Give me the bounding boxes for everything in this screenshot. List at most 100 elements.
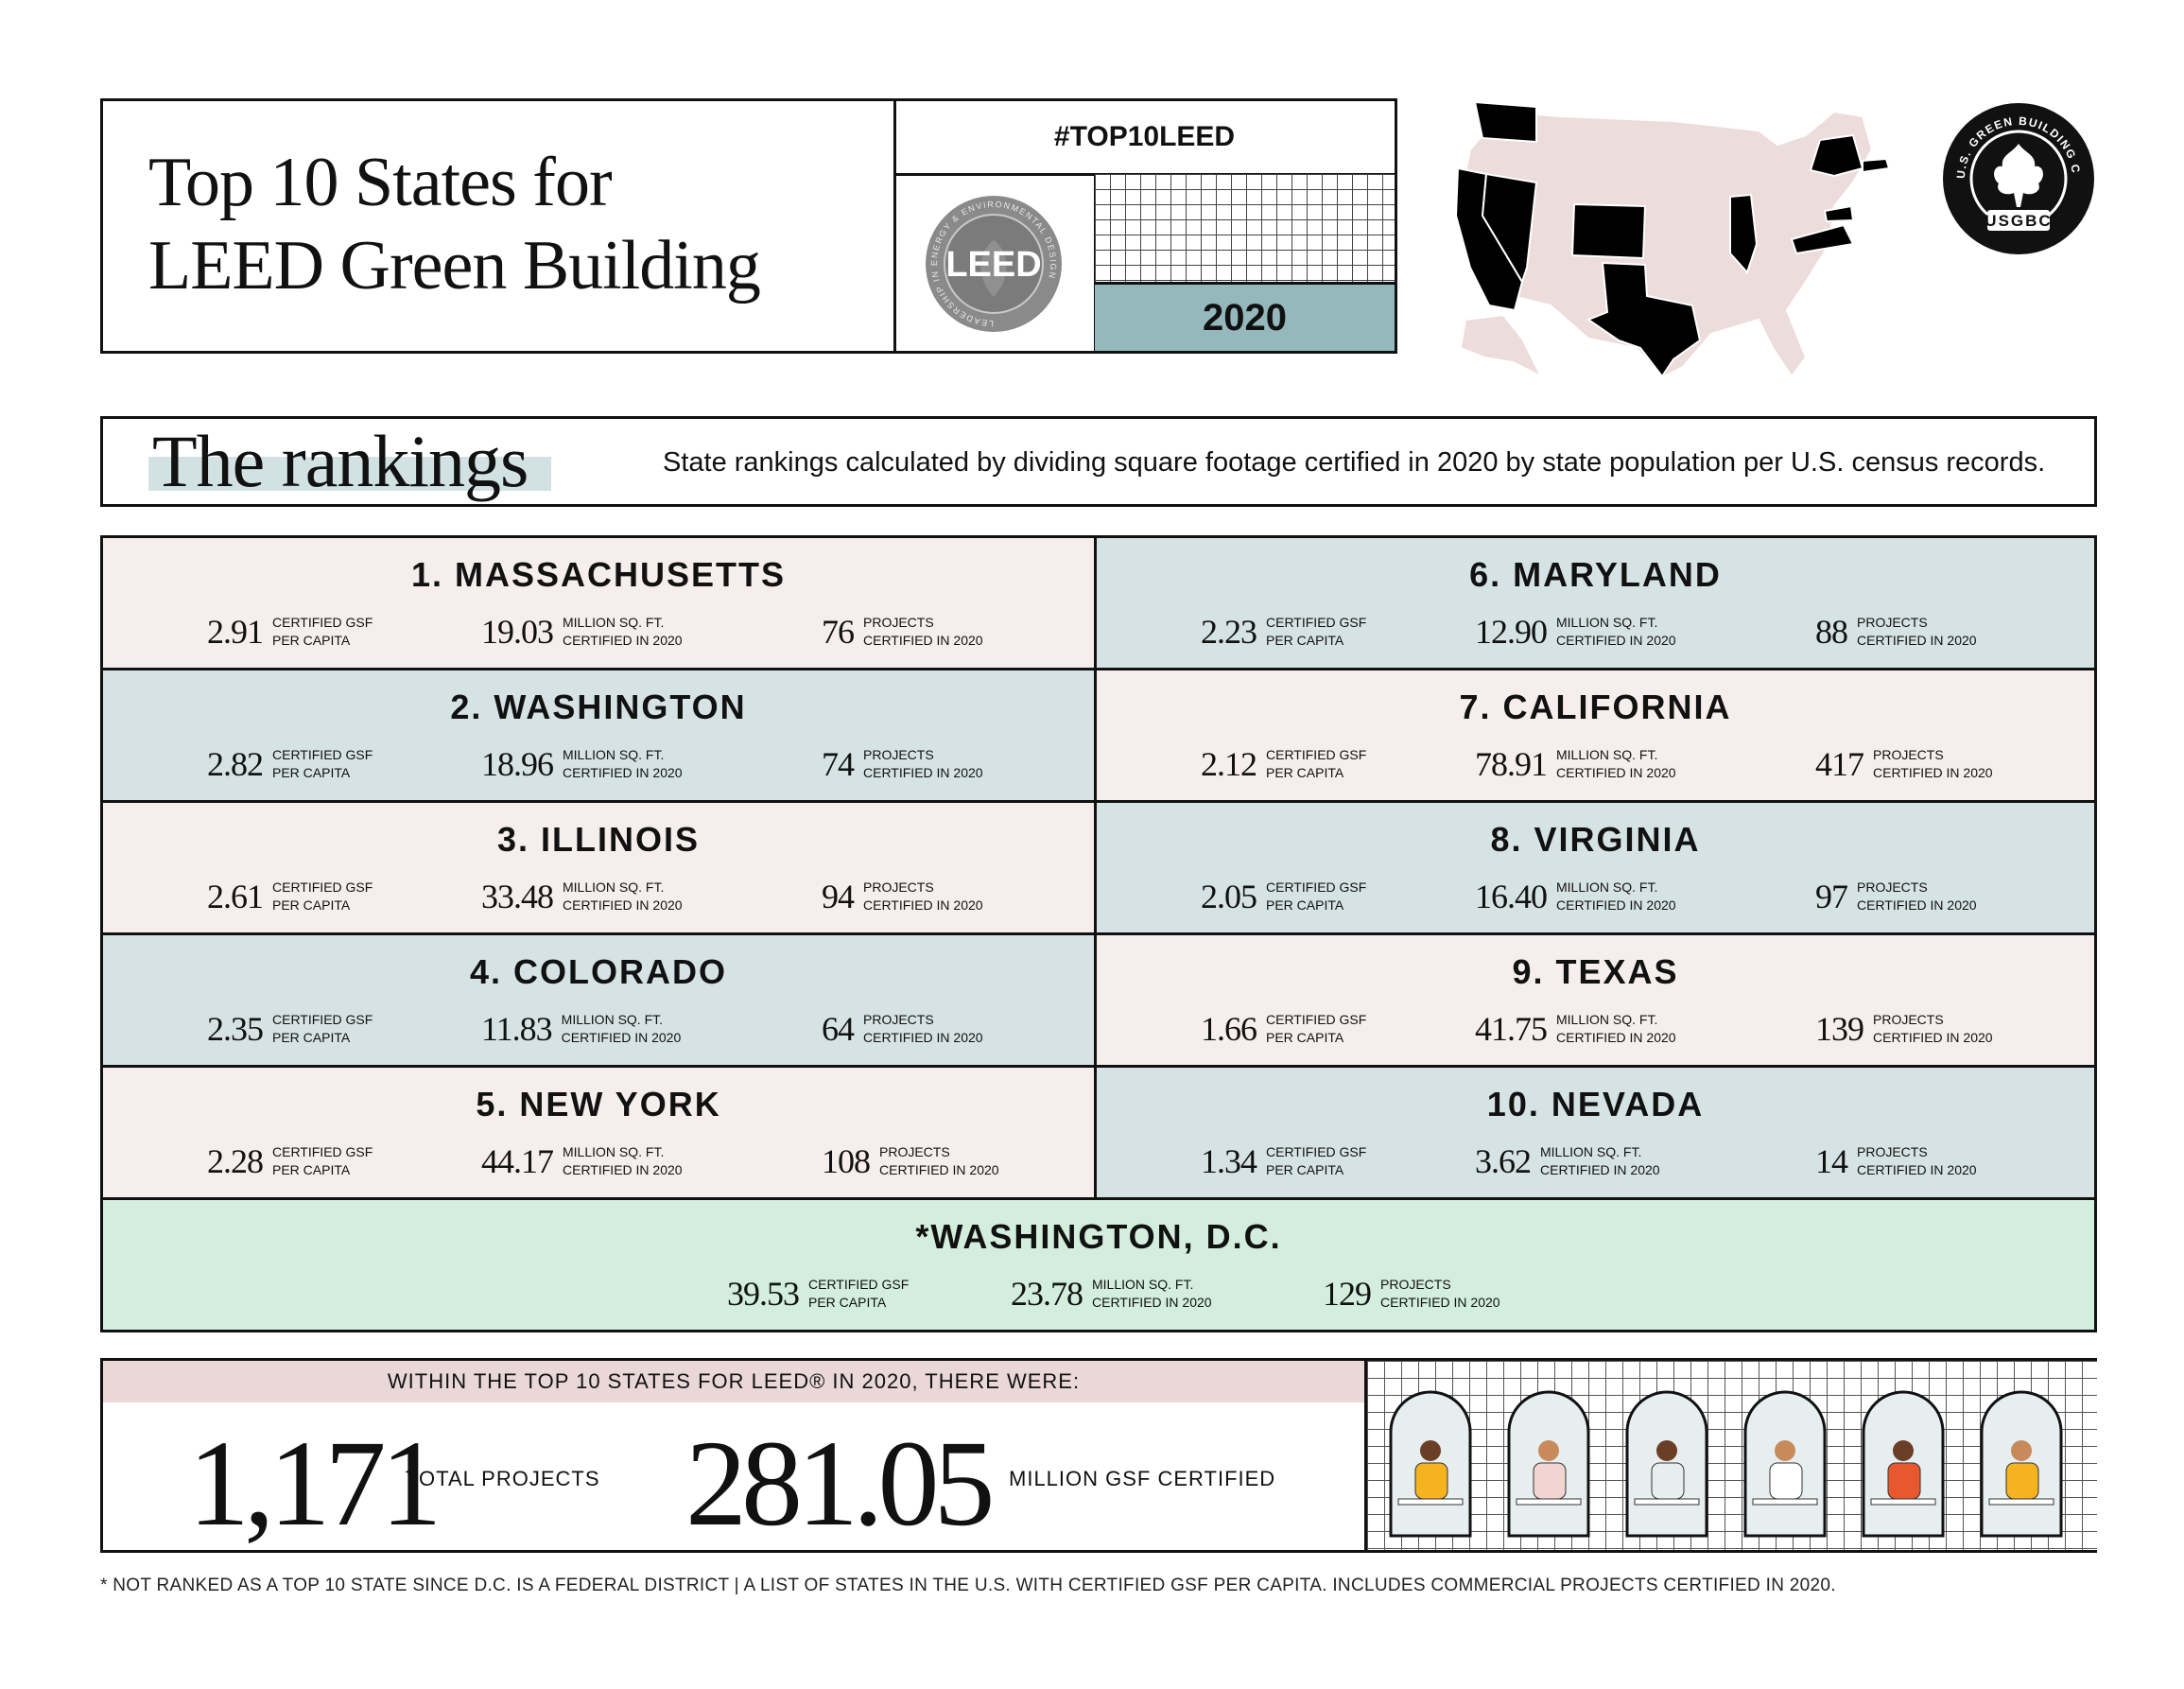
map-nevada bbox=[1481, 172, 1538, 285]
projects-count-value: 74 bbox=[822, 745, 855, 783]
million-sqft-label: MILLION SQ. FT. CERTIFIED IN 2020 bbox=[1556, 747, 1676, 780]
state-name: 8. VIRGINIA bbox=[1490, 820, 1701, 859]
ranking-cell: 1. MASSACHUSETTS 2.91 CERTIFIED GSF PER CAP… bbox=[100, 535, 1097, 670]
million-sqft-value: 33.48 bbox=[481, 878, 554, 915]
person-head bbox=[2011, 1440, 2032, 1461]
gsf-per-capita-stat: 39.53 CERTIFIED GSF PER CAPITA bbox=[727, 1274, 909, 1314]
gsf-per-capita-value: 2.23 bbox=[1201, 613, 1257, 651]
million-sqft-label: MILLION SQ. FT. CERTIFIED IN 2020 bbox=[563, 1144, 683, 1177]
million-sqft-stat: 23.78 MILLION SQ. FT. CERTIFIED IN 2020 bbox=[1011, 1274, 1212, 1314]
gsf-per-capita-value: 2.05 bbox=[1201, 878, 1257, 915]
gsf-per-capita-stat: 2.35 CERTIFIED GSF PER CAPITA bbox=[207, 1009, 373, 1049]
state-name: 5. NEW YORK bbox=[476, 1085, 721, 1123]
projects-count-stat: 129 PROJECTS CERTIFIED IN 2020 bbox=[1323, 1274, 1500, 1314]
projects-count-label: PROJECTS CERTIFIED IN 2020 bbox=[1857, 615, 1977, 648]
million-sqft-value: 18.96 bbox=[481, 745, 554, 783]
projects-count-value: 129 bbox=[1323, 1275, 1372, 1313]
projects-count-stat: 417 PROJECTS CERTIFIED IN 2020 bbox=[1815, 744, 1993, 784]
gsf-per-capita-label: CERTIFIED GSF PER CAPITA bbox=[1266, 747, 1367, 780]
person-head bbox=[1656, 1440, 1677, 1461]
million-sqft-value: 78.91 bbox=[1475, 745, 1548, 783]
million-sqft-label: MILLION SQ. FT. CERTIFIED IN 2020 bbox=[1540, 1144, 1660, 1177]
projects-count-value: 97 bbox=[1815, 878, 1848, 915]
million-sqft-value: 23.78 bbox=[1011, 1275, 1083, 1313]
state-name: *WASHINGTON, D.C. bbox=[915, 1217, 1282, 1256]
projects-count-stat: 94 PROJECTS CERTIFIED IN 2020 bbox=[822, 877, 983, 916]
desk bbox=[1752, 1498, 1818, 1506]
map-texas bbox=[1586, 261, 1702, 378]
projects-count-stat: 64 PROJECTS CERTIFIED IN 2020 bbox=[822, 1009, 983, 1049]
rankings-title: The rankings bbox=[152, 420, 529, 502]
projects-count-stat: 88 PROJECTS CERTIFIED IN 2020 bbox=[1815, 612, 1977, 652]
ranking-cell: 9. TEXAS 1.66 CERTIFIED GSF PER CAPITA 41.75… bbox=[1094, 932, 2097, 1068]
gsf-per-capita-value: 1.66 bbox=[1201, 1010, 1257, 1048]
gsf-per-capita-value: 1.34 bbox=[1201, 1142, 1257, 1180]
arches-illustration bbox=[1389, 1390, 2063, 1538]
projects-count-value: 76 bbox=[822, 613, 855, 651]
million-sqft-stat: 16.40 MILLION SQ. FT. CERTIFIED IN 2020 bbox=[1475, 877, 1676, 916]
gsf-per-capita-value: 2.35 bbox=[207, 1010, 264, 1048]
gsf-per-capita-value: 2.61 bbox=[207, 878, 264, 915]
ranking-cell: 3. ILLINOIS 2.61 CERTIFIED GSF PER CAPITA 33… bbox=[100, 800, 1097, 935]
rankings-title-highlight bbox=[148, 457, 551, 491]
map-maryland bbox=[1823, 204, 1855, 223]
gsf-per-capita-stat: 2.12 CERTIFIED GSF PER CAPITA bbox=[1201, 744, 1366, 784]
projects-count-label: PROJECTS CERTIFIED IN 2020 bbox=[1873, 747, 1993, 780]
gsf-per-capita-value: 2.12 bbox=[1201, 745, 1257, 783]
oak-leaf-icon bbox=[1994, 144, 2043, 207]
total-projects-label: TOTAL PROJECTS bbox=[406, 1467, 600, 1490]
footnote: * NOT RANKED AS A TOP 10 STATE SINCE D.C… bbox=[100, 1576, 1836, 1595]
rankings-header: The rankings State rankings calculated b… bbox=[100, 416, 2097, 507]
million-sqft-value: 19.03 bbox=[481, 613, 554, 651]
gsf-per-capita-stat: 2.05 CERTIFIED GSF PER CAPITA bbox=[1201, 877, 1366, 916]
gsf-per-capita-stat: 2.91 CERTIFIED GSF PER CAPITA bbox=[207, 612, 373, 652]
map-washington bbox=[1473, 100, 1537, 144]
ranking-cell: 5. NEW YORK 2.28 CERTIFIED GSF PER CAPITA 44… bbox=[100, 1065, 1097, 1200]
leed-logo-text: LEED bbox=[945, 245, 1041, 285]
gsf-per-capita-stat: 1.66 CERTIFIED GSF PER CAPITA bbox=[1201, 1009, 1366, 1049]
map-virginia bbox=[1790, 223, 1855, 255]
desk bbox=[1634, 1498, 1700, 1506]
million-sqft-value: 44.17 bbox=[481, 1142, 554, 1180]
person-body bbox=[1533, 1462, 1567, 1500]
gsf-per-capita-label: CERTIFIED GSF PER CAPITA bbox=[1266, 1144, 1367, 1177]
person-body bbox=[1887, 1462, 1921, 1500]
gsf-per-capita-value: 2.91 bbox=[207, 613, 264, 651]
gsf-per-capita-label: CERTIFIED GSF PER CAPITA bbox=[272, 1144, 373, 1177]
map-land bbox=[1459, 110, 1874, 378]
million-sqft-stat: 19.03 MILLION SQ. FT. CERTIFIED IN 2020 bbox=[481, 612, 683, 652]
million-sqft-label: MILLION SQ. FT. CERTIFIED IN 2020 bbox=[1556, 879, 1676, 913]
projects-count-label: PROJECTS CERTIFIED IN 2020 bbox=[863, 1012, 983, 1045]
grid-decoration bbox=[1095, 174, 1397, 284]
map-illinois bbox=[1729, 193, 1759, 274]
desk bbox=[1516, 1498, 1582, 1506]
million-sqft-value: 3.62 bbox=[1475, 1142, 1532, 1180]
gsf-per-capita-label: CERTIFIED GSF PER CAPITA bbox=[1266, 1012, 1367, 1045]
person-head bbox=[1538, 1440, 1559, 1461]
usgbc-text: USGBC bbox=[1985, 212, 2052, 230]
state-name: 6. MARYLAND bbox=[1469, 555, 1722, 594]
map-alaska bbox=[1459, 313, 1544, 379]
person-body bbox=[1414, 1462, 1448, 1500]
page-title-line2: LEED Green Building bbox=[148, 227, 761, 305]
gsf-per-capita-label: CERTIFIED GSF PER CAPITA bbox=[272, 879, 373, 913]
million-sqft-value: 41.75 bbox=[1475, 1010, 1548, 1048]
person-head bbox=[1775, 1440, 1795, 1461]
million-sqft-value: 12.90 bbox=[1475, 613, 1548, 651]
gsf-per-capita-label: CERTIFIED GSF PER CAPITA bbox=[1266, 615, 1367, 648]
person-body bbox=[2005, 1462, 2039, 1500]
map-massachusetts bbox=[1862, 157, 1891, 174]
projects-count-value: 108 bbox=[822, 1142, 871, 1180]
projects-count-label: PROJECTS CERTIFIED IN 2020 bbox=[1873, 1012, 1993, 1045]
projects-count-value: 417 bbox=[1815, 745, 1864, 783]
gsf-per-capita-value: 2.82 bbox=[207, 745, 264, 783]
year: 2020 bbox=[1203, 296, 1287, 339]
ranking-cell: 7. CALIFORNIA 2.12 CERTIFIED GSF PER CAPITA… bbox=[1094, 668, 2097, 803]
gsf-per-capita-label: CERTIFIED GSF PER CAPITA bbox=[272, 615, 373, 648]
leed-logo: LEADERSHIP IN ENERGY & ENVIRONMENTAL DES… bbox=[926, 196, 1062, 332]
gsf-per-capita-value: 39.53 bbox=[727, 1275, 800, 1313]
ranking-cell: 4. COLORADO 2.35 CERTIFIED GSF PER CAPITA 11… bbox=[100, 932, 1097, 1068]
projects-count-label: PROJECTS CERTIFIED IN 2020 bbox=[1857, 879, 1977, 913]
million-sqft-value: 11.83 bbox=[481, 1010, 553, 1048]
projects-count-label: PROJECTS CERTIFIED IN 2020 bbox=[863, 879, 983, 913]
